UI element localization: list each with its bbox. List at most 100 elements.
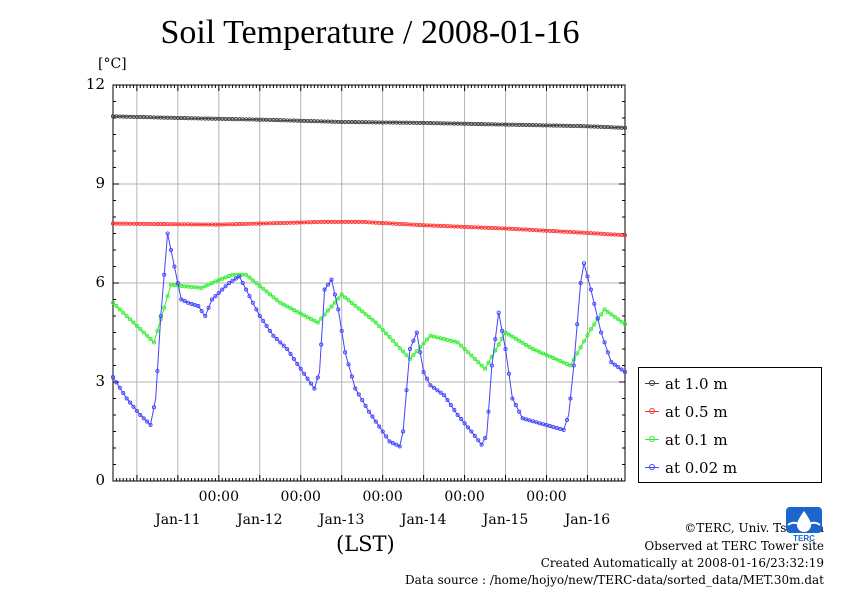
- data-point: [291, 356, 296, 361]
- data-point: [329, 304, 334, 309]
- data-point: [622, 322, 628, 327]
- data-point: [329, 277, 334, 282]
- data-point: [114, 304, 119, 309]
- legend-label: at 1.0 m: [665, 375, 728, 393]
- data-point: [544, 352, 549, 358]
- data-point: [401, 349, 406, 354]
- data-point: [182, 299, 187, 304]
- data-point: [339, 292, 344, 297]
- data-point: [609, 312, 614, 317]
- data-point: [117, 385, 122, 390]
- data-point: [298, 366, 303, 371]
- data-point: [114, 380, 119, 385]
- legend-label: at 0.1 m: [665, 431, 728, 449]
- data-point: [308, 381, 314, 386]
- data-point: [424, 337, 430, 342]
- data-point: [523, 417, 529, 422]
- data-point: [141, 416, 146, 421]
- data-point: [315, 375, 320, 380]
- data-point: [605, 309, 610, 314]
- legend-marker: [645, 435, 659, 445]
- x-date-label: Jan-13: [318, 512, 365, 528]
- data-point: [564, 417, 570, 422]
- data-point: [336, 307, 341, 312]
- data-point: [278, 300, 283, 305]
- data-point: [261, 318, 266, 324]
- data-point: [588, 327, 593, 332]
- data-point: [349, 374, 354, 379]
- x-date-label: Jan-12: [237, 512, 283, 528]
- data-point: [302, 371, 307, 376]
- data-point: [274, 337, 279, 342]
- data-point: [616, 365, 621, 370]
- data-point: [227, 274, 232, 279]
- data-point: [462, 421, 467, 426]
- legend-marker: [645, 379, 659, 389]
- data-point: [336, 296, 341, 301]
- data-point: [353, 303, 358, 308]
- legend-marker: [645, 463, 659, 473]
- data-point: [155, 368, 160, 374]
- legend-item: at 0.5 m: [645, 402, 728, 422]
- data-point: [305, 315, 310, 320]
- data-point: [479, 363, 484, 368]
- data-point: [407, 356, 413, 361]
- data-point: [411, 352, 416, 358]
- data-point: [189, 301, 194, 306]
- data-point: [599, 312, 604, 317]
- data-point: [165, 294, 170, 299]
- data-point: [264, 289, 269, 294]
- data-point: [534, 420, 539, 425]
- data-point: [551, 424, 556, 430]
- data-point: [295, 309, 300, 314]
- data-point: [483, 436, 488, 441]
- data-point: [285, 304, 290, 309]
- data-point: [459, 343, 464, 348]
- data-point: [363, 403, 368, 408]
- data-point: [520, 416, 525, 421]
- data-point: [151, 405, 157, 410]
- data-point: [281, 343, 286, 348]
- legend-item: at 1.0 m: [645, 374, 728, 394]
- data-point: [452, 408, 457, 413]
- y-tick-label: 12: [85, 75, 105, 93]
- data-point: [578, 345, 583, 350]
- data-point: [179, 297, 184, 302]
- data-point: [288, 351, 293, 356]
- data-point: [496, 342, 501, 347]
- data-point: [575, 322, 580, 327]
- data-point: [387, 335, 392, 340]
- data-point: [384, 331, 389, 336]
- data-point: [312, 386, 317, 391]
- data-point: [339, 328, 344, 333]
- data-point: [223, 275, 228, 280]
- data-point: [455, 412, 460, 418]
- data-point: [588, 287, 593, 292]
- series-line: [112, 221, 626, 236]
- data-point: [493, 337, 498, 342]
- data-point: [165, 231, 170, 236]
- data-point: [271, 333, 276, 338]
- data-point: [530, 346, 535, 352]
- data-point: [155, 328, 160, 333]
- data-point: [192, 302, 197, 308]
- data-point: [305, 376, 310, 381]
- data-point: [186, 300, 191, 305]
- data-point: [547, 354, 552, 359]
- data-point: [541, 351, 546, 356]
- data-point: [117, 307, 122, 312]
- data-point: [151, 340, 157, 345]
- data-point: [240, 280, 245, 286]
- data-point: [291, 307, 296, 313]
- data-point: [581, 261, 587, 266]
- data-point: [325, 282, 331, 287]
- data-point: [595, 316, 600, 321]
- data-point: [462, 346, 467, 352]
- data-point: [213, 279, 218, 284]
- data-point: [343, 350, 348, 355]
- data-point: [271, 295, 276, 300]
- data-point: [575, 351, 580, 356]
- data-point: [404, 388, 409, 393]
- data-point: [356, 392, 361, 397]
